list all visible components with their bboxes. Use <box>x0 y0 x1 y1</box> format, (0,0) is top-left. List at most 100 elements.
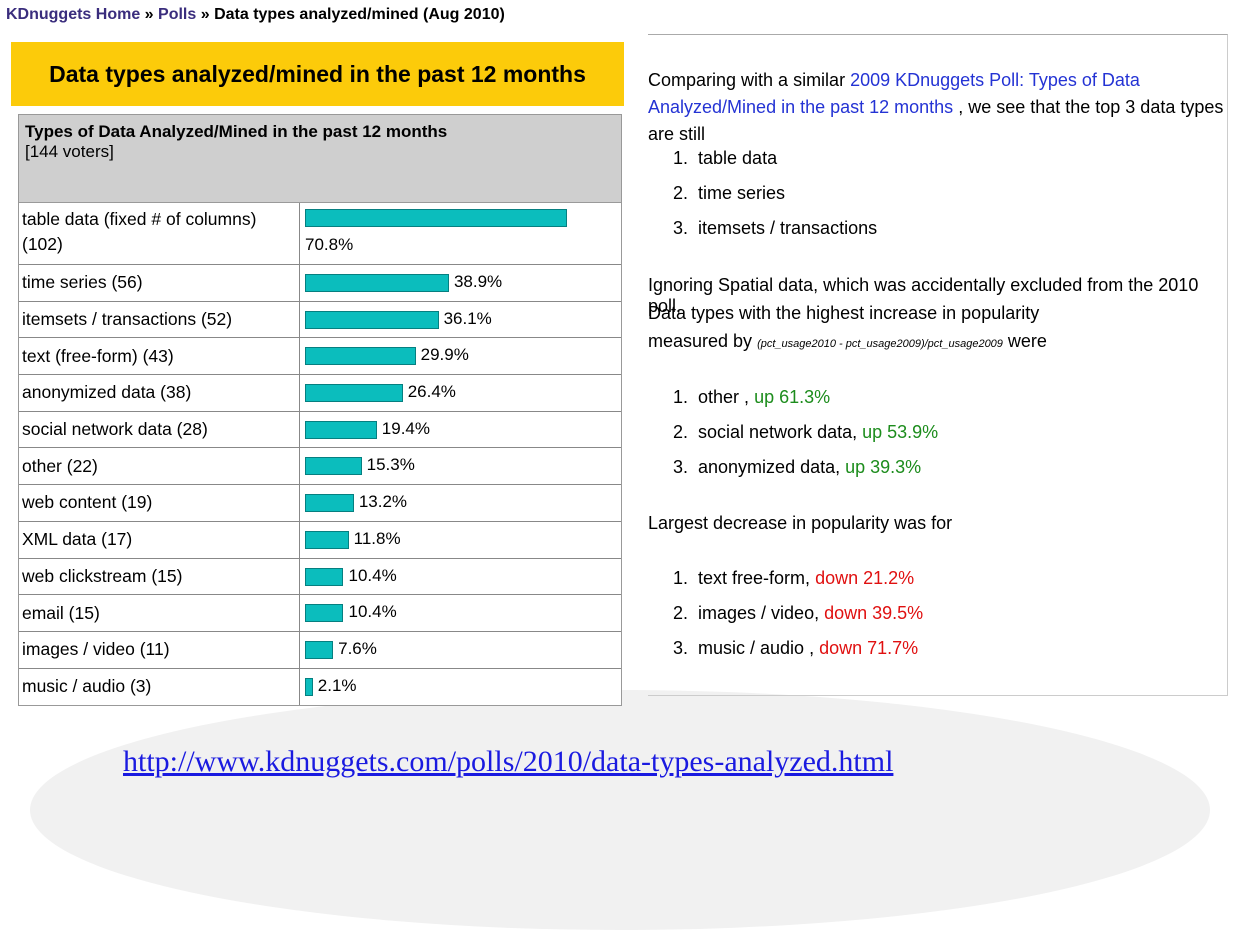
bar <box>305 677 313 696</box>
list-item: 2. time series <box>673 183 786 203</box>
bar <box>305 640 334 659</box>
intro-paragraph: Comparing with a similar 2009 KDnuggets … <box>648 67 1228 148</box>
poll-results-table: Types of Data Analyzed/Mined in the past… <box>18 114 622 706</box>
bar-value-label: 10.4% <box>348 602 397 622</box>
bar <box>305 420 377 439</box>
bar-value-label: 29.9% <box>420 345 469 365</box>
bar-value-label: 15.3% <box>366 455 415 475</box>
decrease-heading: Largest decrease in popularity was for <box>648 513 953 533</box>
bar <box>305 457 362 476</box>
table-row: email (15) 10.4% <box>19 595 621 632</box>
category-label: XML data (17) <box>19 521 300 558</box>
poll-panel: Data types analyzed/mined in the past 12… <box>11 42 624 706</box>
table-row: anonymized data (38) 26.4% <box>19 375 621 412</box>
change-down: down 71.7% <box>819 638 919 658</box>
bar <box>305 209 567 227</box>
bar-cell: 10.4% <box>301 559 621 595</box>
bar-cell: 38.9% <box>301 265 621 301</box>
category-label: text (free-form) (43) <box>19 338 300 375</box>
page-title: Data types analyzed/mined in the past 12… <box>11 42 624 106</box>
list-item: 2. images / video, down 39.5% <box>673 603 924 623</box>
bar <box>305 567 344 586</box>
bar <box>305 494 354 513</box>
category-label: table data (fixed # of columns) (102) <box>19 203 300 264</box>
bar-value-label: 10.4% <box>348 565 397 585</box>
source-url-link[interactable]: http://www.kdnuggets.com/polls/2010/data… <box>123 745 894 778</box>
change-up: up 61.3% <box>754 387 831 407</box>
list-item: 3. anonymized data, up 39.3% <box>673 457 922 477</box>
bar-value-label: 2.1% <box>317 675 357 695</box>
bar-cell: 26.4% <box>301 375 621 411</box>
intro-text: Comparing with a similar <box>648 70 851 90</box>
table-row: text (free-form) (43) 29.9% <box>19 338 621 376</box>
measured-by-line: measured by (pct_usage2010 - pct_usage20… <box>648 331 1047 352</box>
ignoring-line: Ignoring Spatial data, which was acciden… <box>648 275 1199 316</box>
breadcrumb-separator: » <box>196 6 215 23</box>
change-down: down 39.5% <box>824 603 924 623</box>
change-up: up 53.9% <box>862 422 939 442</box>
bar-value-label: 26.4% <box>407 382 456 402</box>
bar-value-label: 19.4% <box>381 418 430 438</box>
breadcrumb: KDnuggets Home » Polls » Data types anal… <box>6 6 505 24</box>
background-watermark <box>30 690 1210 930</box>
bar-cell: 2.1% <box>301 669 621 706</box>
poll-2009-link[interactable]: 2009 KDnuggets Poll: Types of Data Analy… <box>648 70 1140 117</box>
were-label: were <box>1002 331 1047 351</box>
breadcrumb-home-link[interactable]: KDnuggets Home <box>6 6 141 23</box>
bar-value-label: 13.2% <box>358 492 408 512</box>
measured-by-label: measured by <box>648 331 758 351</box>
bar-cell: 19.4% <box>301 412 621 448</box>
bar-value-label: 7.6% <box>338 638 377 658</box>
poll-rows: table data (fixed # of columns) (102) 70.… <box>19 203 621 706</box>
category-label: itemsets / transactions (52) <box>19 301 300 338</box>
bar-value-label: 70.8% <box>305 235 354 254</box>
bar-cell: 10.4% <box>301 595 621 631</box>
bar <box>305 384 403 403</box>
poll-voter-count: [144 voters] <box>25 142 114 161</box>
breadcrumb-polls-link[interactable]: Polls <box>158 6 197 23</box>
category-label: images / video (11) <box>19 631 300 668</box>
table-row: images / video (11) 7.6% <box>19 631 621 669</box>
bar-cell: 36.1% <box>301 302 621 338</box>
bar-value-label: 11.8% <box>353 528 401 548</box>
table-row: social network data (28) 19.4% <box>19 411 621 449</box>
bar-cell: 70.8% <box>301 203 621 264</box>
list-item: 3. music / audio , down 71.7% <box>673 638 919 658</box>
bar-cell: 7.6% <box>301 632 621 668</box>
intro-rest: , we see that the top 3 data types are s… <box>648 97 1224 144</box>
table-row: other (22) 15.3% <box>19 448 621 486</box>
category-label: other (22) <box>19 448 300 485</box>
list-item: 1. text free-form, down 21.2% <box>673 568 915 588</box>
category-label: social network data (28) <box>19 411 300 448</box>
bar <box>305 604 344 623</box>
category-label: web content (19) <box>19 485 300 521</box>
bar-cell: 29.9% <box>301 338 621 374</box>
list-item: 1. table data <box>673 148 778 168</box>
breadcrumb-current: Data types analyzed/mined (Aug 2010) <box>214 6 505 23</box>
list-item: 1. other , up 61.3% <box>673 387 831 407</box>
bar-cell: 13.2% <box>301 485 621 521</box>
bar <box>305 347 416 366</box>
bar <box>305 310 439 329</box>
bar <box>305 274 449 292</box>
bar-value-label: 38.9% <box>453 272 503 291</box>
table-row: music / audio (3) 2.1% <box>19 668 621 706</box>
table-row: time series (56) 38.9% <box>19 265 621 302</box>
change-up: up 39.3% <box>845 457 922 477</box>
category-label: email (15) <box>19 595 300 631</box>
table-row: table data (fixed # of columns) (102) 70.… <box>19 203 621 265</box>
category-label: music / audio (3) <box>19 668 300 706</box>
category-label: web clickstream (15) <box>19 558 300 595</box>
breadcrumb-separator: » <box>140 6 159 23</box>
category-label: time series (56) <box>19 265 300 301</box>
analysis-panel: Comparing with a similar 2009 KDnuggets … <box>648 34 1228 696</box>
formula-text: (pct_usage2010 - pct_usage2009)/pct_usag… <box>757 338 1003 350</box>
bar-cell: 11.8% <box>301 522 621 558</box>
table-row: itemsets / transactions (52) 36.1% <box>19 301 621 339</box>
change-down: down 21.2% <box>815 568 915 588</box>
bar <box>305 530 349 549</box>
list-item: 3. itemsets / transactions <box>673 218 878 238</box>
table-row: web clickstream (15) 10.4% <box>19 558 621 596</box>
increase-heading: Data types with the highest increase in … <box>648 303 1040 323</box>
poll-header: Types of Data Analyzed/Mined in the past… <box>19 115 621 203</box>
